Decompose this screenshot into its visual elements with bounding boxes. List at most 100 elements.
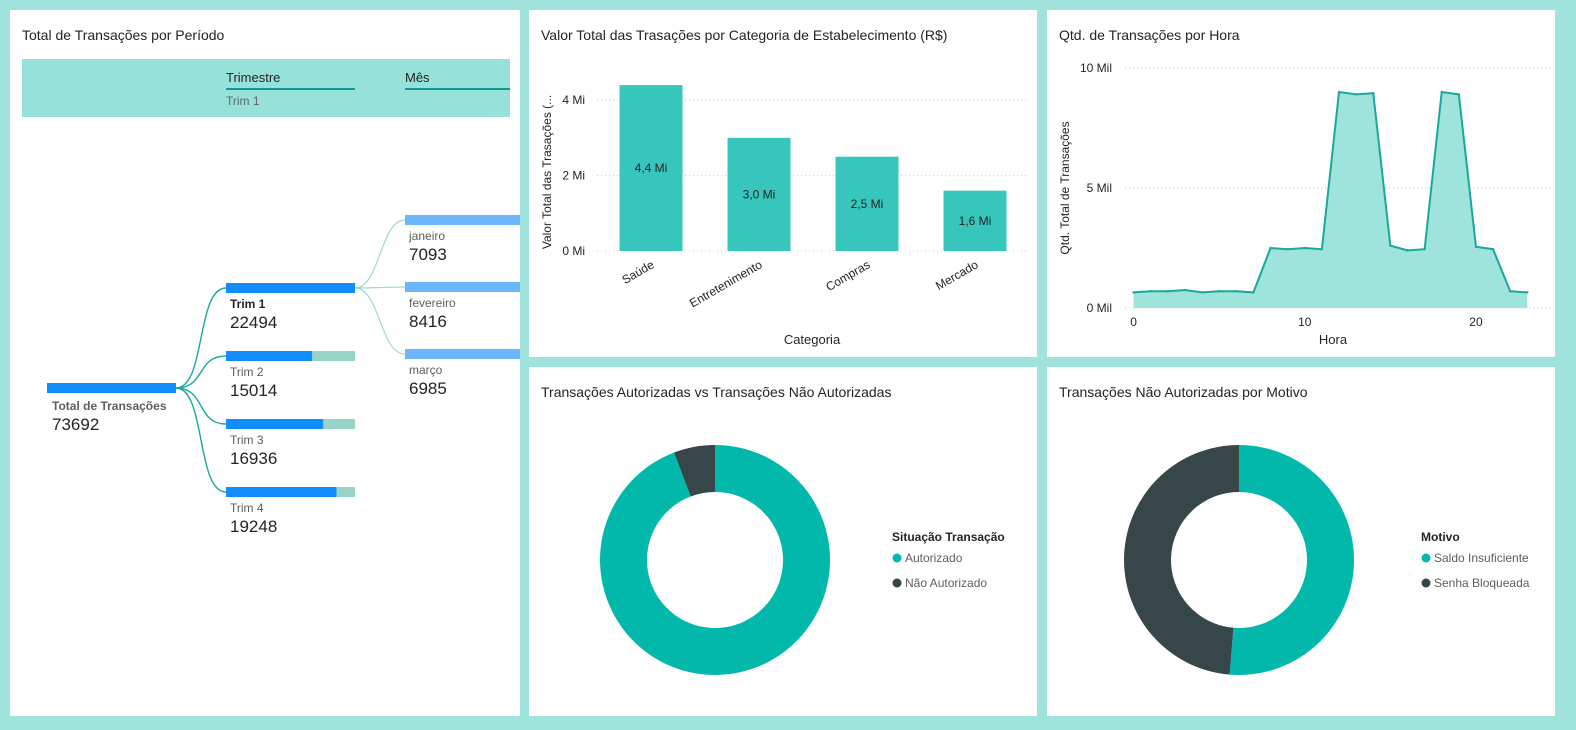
month-label: fevereiro — [409, 296, 456, 310]
bar[interactable] — [727, 137, 791, 251]
data-point[interactable] — [1132, 291, 1135, 294]
quarter-bar[interactable] — [226, 419, 324, 429]
data-point[interactable] — [1166, 290, 1169, 293]
data-point[interactable] — [1389, 244, 1392, 247]
legend-title: Situação Transação — [892, 530, 1005, 544]
y-tick-label: 4 Mi — [562, 93, 585, 107]
level-trimestre-selection: Trim 1 — [226, 94, 260, 108]
y-axis-title: Valor Total das Trasações (... — [540, 95, 554, 249]
data-point[interactable] — [1303, 246, 1306, 250]
x-tick-label: Mercado — [933, 257, 981, 293]
x-tick-label: Entretenimento — [687, 257, 765, 310]
y-tick-label: 5 Mil — [1087, 181, 1112, 195]
month-label: janeiro — [408, 229, 445, 243]
bar-data-label: 3,0 Mi — [743, 187, 776, 201]
data-point[interactable] — [1440, 90, 1443, 94]
data-point[interactable] — [1423, 248, 1426, 251]
bar[interactable] — [835, 156, 899, 251]
y-tick-label: 0 Mi — [562, 244, 585, 258]
data-point[interactable] — [1509, 290, 1512, 293]
donut-authorized-chart: Situação Transação Autorizado Não Autoriza… — [600, 445, 1005, 675]
decomposition-tree-panel: Total de Transações por Período Trimestr… — [10, 10, 520, 716]
x-axis-title: Categoria — [784, 332, 841, 347]
month-bar[interactable] — [405, 282, 520, 292]
quarter-bar[interactable] — [226, 351, 313, 361]
month-value: 7093 — [409, 245, 447, 264]
donut-slice[interactable] — [600, 445, 830, 675]
quarter-value: 19248 — [230, 517, 277, 536]
quarter-value: 22494 — [230, 313, 277, 332]
data-point[interactable] — [1457, 93, 1461, 96]
tree-link — [354, 219, 406, 289]
data-point[interactable] — [1200, 291, 1204, 294]
legend-marker — [1421, 578, 1431, 588]
x-tick-label: Saúde — [619, 257, 656, 287]
quarter-bar[interactable] — [226, 487, 337, 497]
data-point[interactable] — [1252, 291, 1255, 294]
y-tick-label: 2 Mi — [562, 169, 585, 183]
level-mes-label[interactable]: Mês — [405, 70, 430, 85]
data-point[interactable] — [1149, 290, 1152, 293]
quarter-label: Trim 4 — [230, 501, 264, 515]
quarter-label: Trim 2 — [230, 365, 264, 379]
tree-link — [175, 387, 227, 493]
donut-slice[interactable] — [1229, 445, 1355, 675]
data-point[interactable] — [1474, 245, 1478, 248]
donut-reason-panel: Transações Não Autorizadas por Motivo Mo… — [1047, 367, 1555, 716]
bar-data-label: 1,6 Mi — [959, 214, 992, 228]
root-node-label: Total de Transações — [52, 399, 167, 413]
legend-item-label[interactable]: Saldo Insuficiente — [1434, 551, 1529, 565]
tree-link — [175, 287, 227, 389]
donut-reason-chart: Motivo Saldo Insuficiente Senha Bloqueada — [1124, 445, 1530, 675]
data-point[interactable] — [1286, 248, 1289, 251]
legend-title: Motivo — [1421, 530, 1460, 544]
line-chart-panel: Qtd. de Transações por Hora 0 Mil 5 Mil 10… — [1047, 10, 1555, 357]
data-point[interactable] — [1320, 248, 1324, 251]
x-tick-label: 20 — [1469, 315, 1483, 329]
data-point[interactable] — [1235, 290, 1238, 293]
legend-item-label[interactable]: Senha Bloqueada — [1434, 576, 1530, 590]
legend-item-label[interactable]: Autorizado — [905, 551, 963, 565]
area-fill — [1133, 92, 1528, 308]
data-point[interactable] — [1183, 288, 1187, 292]
data-point[interactable] — [1217, 290, 1221, 293]
bar[interactable] — [943, 190, 1007, 251]
bar-data-label: 2,5 Mi — [851, 197, 884, 211]
data-point[interactable] — [1406, 249, 1409, 252]
x-tick-label: 10 — [1298, 315, 1312, 329]
root-node-bar[interactable] — [47, 383, 176, 393]
quarter-value: 16936 — [230, 449, 277, 468]
data-point[interactable] — [1354, 93, 1358, 96]
data-point[interactable] — [1491, 248, 1495, 251]
tree-title: Total de Transações por Período — [22, 27, 225, 43]
data-point[interactable] — [1337, 90, 1341, 94]
x-tick-label: 0 — [1130, 315, 1137, 329]
donut-slice[interactable] — [674, 445, 715, 497]
level-mes-underline — [405, 88, 510, 90]
level-trimestre-label[interactable]: Trimestre — [226, 70, 281, 85]
data-point[interactable] — [1526, 291, 1529, 294]
month-label: março — [409, 363, 443, 377]
y-axis-title: Qtd. Total de Transações — [1058, 121, 1072, 254]
month-value: 6985 — [409, 379, 447, 398]
series-line[interactable] — [1133, 90, 1528, 294]
tree-link — [175, 387, 227, 425]
data-point[interactable] — [1372, 92, 1375, 95]
tree-link — [354, 286, 406, 289]
quarter-bar[interactable] — [226, 283, 355, 293]
tree-link — [175, 355, 227, 389]
tree-link — [354, 287, 406, 355]
legend-marker — [892, 553, 902, 563]
line-chart: 0 Mil 5 Mil 10 Mil 0 10 20 Hora Qtd. Total de T… — [1058, 61, 1553, 347]
quarter-label: Trim 1 — [230, 297, 266, 311]
line-chart-title: Qtd. de Transações por Hora — [1059, 27, 1240, 43]
month-bar[interactable] — [405, 215, 520, 225]
month-bar[interactable] — [405, 349, 520, 359]
legend-item-label[interactable]: Não Autorizado — [905, 576, 987, 590]
data-point[interactable] — [1269, 246, 1272, 250]
x-axis-title: Hora — [1319, 332, 1348, 347]
donut-slice[interactable] — [1124, 445, 1239, 675]
y-tick-label: 0 Mil — [1087, 301, 1112, 315]
bar-chart-panel: Valor Total das Trasações por Categoria … — [529, 10, 1037, 357]
bar[interactable] — [619, 85, 683, 251]
